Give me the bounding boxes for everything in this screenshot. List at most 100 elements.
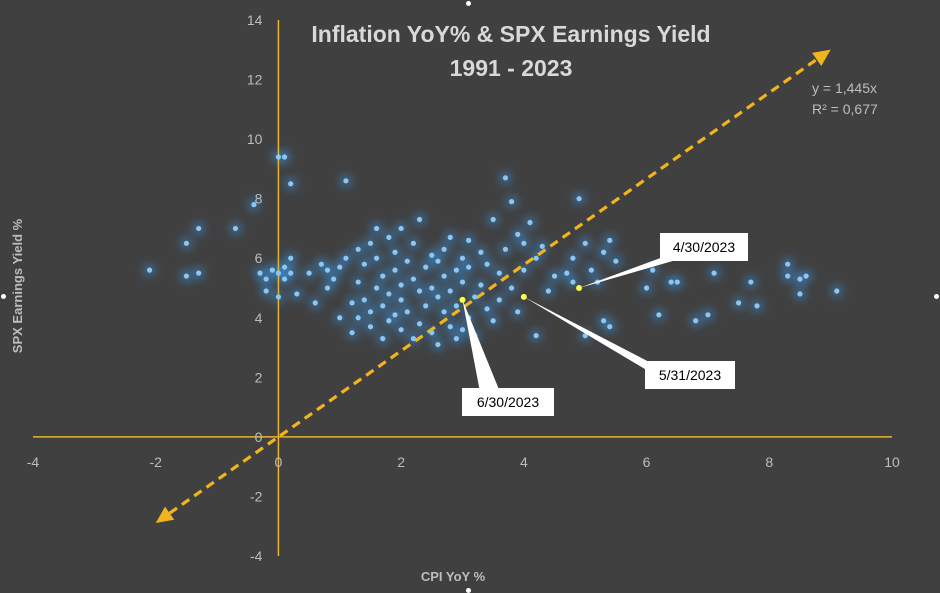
data-point	[398, 282, 404, 288]
data-point	[410, 276, 417, 282]
data-point	[601, 318, 607, 324]
data-point	[478, 282, 484, 288]
data-point	[797, 291, 803, 297]
data-point	[392, 249, 398, 255]
data-point	[496, 297, 502, 303]
data-point	[459, 279, 466, 285]
callout-pointer	[462, 299, 500, 392]
data-point	[337, 315, 343, 321]
data-point	[515, 231, 521, 237]
data-point	[435, 294, 441, 300]
x-tick-label: 2	[397, 454, 405, 470]
data-point	[429, 330, 435, 336]
data-point	[355, 279, 361, 285]
data-point	[613, 258, 619, 264]
data-point	[533, 255, 539, 261]
selection-handle[interactable]	[934, 294, 939, 299]
callout-label: 5/31/2023	[659, 367, 721, 383]
data-point	[288, 181, 294, 187]
data-point	[502, 246, 509, 252]
highlighted-point	[576, 285, 583, 291]
data-point	[361, 261, 367, 267]
data-point	[257, 270, 263, 276]
data-point	[643, 285, 650, 291]
trendline-arrowhead-end	[812, 49, 831, 66]
data-point	[668, 279, 674, 285]
data-point	[398, 225, 404, 232]
data-point	[281, 264, 288, 270]
data-point	[367, 309, 374, 315]
highlighted-point	[520, 293, 527, 300]
data-point	[435, 341, 441, 348]
y-tick-label: -2	[250, 488, 263, 504]
trendline-r-squared: R² = 0,677	[812, 101, 878, 117]
data-point	[380, 273, 386, 279]
data-point	[343, 178, 349, 184]
data-point	[435, 258, 441, 264]
data-point	[785, 273, 791, 279]
selection-handle[interactable]	[466, 1, 471, 6]
data-point	[527, 219, 533, 226]
data-point	[693, 318, 699, 324]
data-point	[337, 264, 343, 270]
data-point	[398, 297, 404, 303]
data-point	[508, 199, 515, 205]
data-point	[374, 255, 380, 261]
y-tick-label: 2	[255, 369, 263, 385]
selection-handle[interactable]	[1, 294, 6, 299]
trendline-layer	[155, 49, 831, 523]
y-tick-label: 10	[247, 131, 263, 147]
chart-title: Inflation YoY% & SPX Earnings Yield	[311, 21, 710, 47]
data-point	[374, 225, 380, 232]
data-point	[674, 279, 680, 285]
data-point	[386, 291, 392, 297]
data-point	[453, 336, 459, 342]
data-point	[269, 267, 275, 273]
data-point	[490, 318, 496, 324]
data-point	[736, 300, 742, 306]
data-point	[515, 309, 521, 315]
data-point	[196, 225, 202, 232]
data-point	[324, 267, 331, 273]
data-point	[472, 294, 478, 300]
x-tick-label: -4	[27, 454, 40, 470]
data-point	[711, 270, 717, 276]
data-point	[349, 330, 355, 336]
data-point	[521, 240, 527, 246]
data-point	[288, 255, 294, 261]
y-tick-label: -4	[250, 548, 263, 564]
data-point	[490, 216, 496, 223]
callout-label: 6/30/2023	[477, 394, 539, 410]
y-axis-title: SPX Earnings Yield %	[10, 218, 25, 353]
data-point	[484, 306, 490, 312]
data-point	[564, 270, 570, 276]
data-point	[502, 175, 509, 181]
data-point	[423, 264, 429, 270]
data-point	[349, 300, 355, 306]
data-point	[521, 267, 527, 273]
data-point	[496, 270, 502, 276]
data-point	[410, 336, 417, 342]
data-point	[306, 270, 312, 276]
data-point	[232, 225, 239, 232]
data-point	[441, 309, 447, 315]
data-point	[785, 261, 791, 267]
data-point	[508, 285, 515, 291]
x-tick-label: 4	[520, 454, 528, 470]
data-point	[803, 273, 809, 279]
data-point	[392, 267, 398, 273]
callout-label: 4/30/2023	[673, 239, 735, 255]
data-point	[570, 255, 576, 261]
trendline-equation: y = 1,445x	[812, 80, 877, 96]
data-point	[551, 273, 558, 279]
selection-handle[interactable]	[466, 588, 471, 593]
data-point	[380, 336, 386, 342]
data-point	[275, 294, 282, 300]
data-point	[607, 324, 613, 330]
data-point	[404, 258, 410, 264]
callout-box	[645, 361, 735, 389]
data-point	[533, 333, 539, 339]
chart-subtitle: 1991 - 2023	[450, 55, 573, 81]
data-point	[754, 303, 760, 309]
